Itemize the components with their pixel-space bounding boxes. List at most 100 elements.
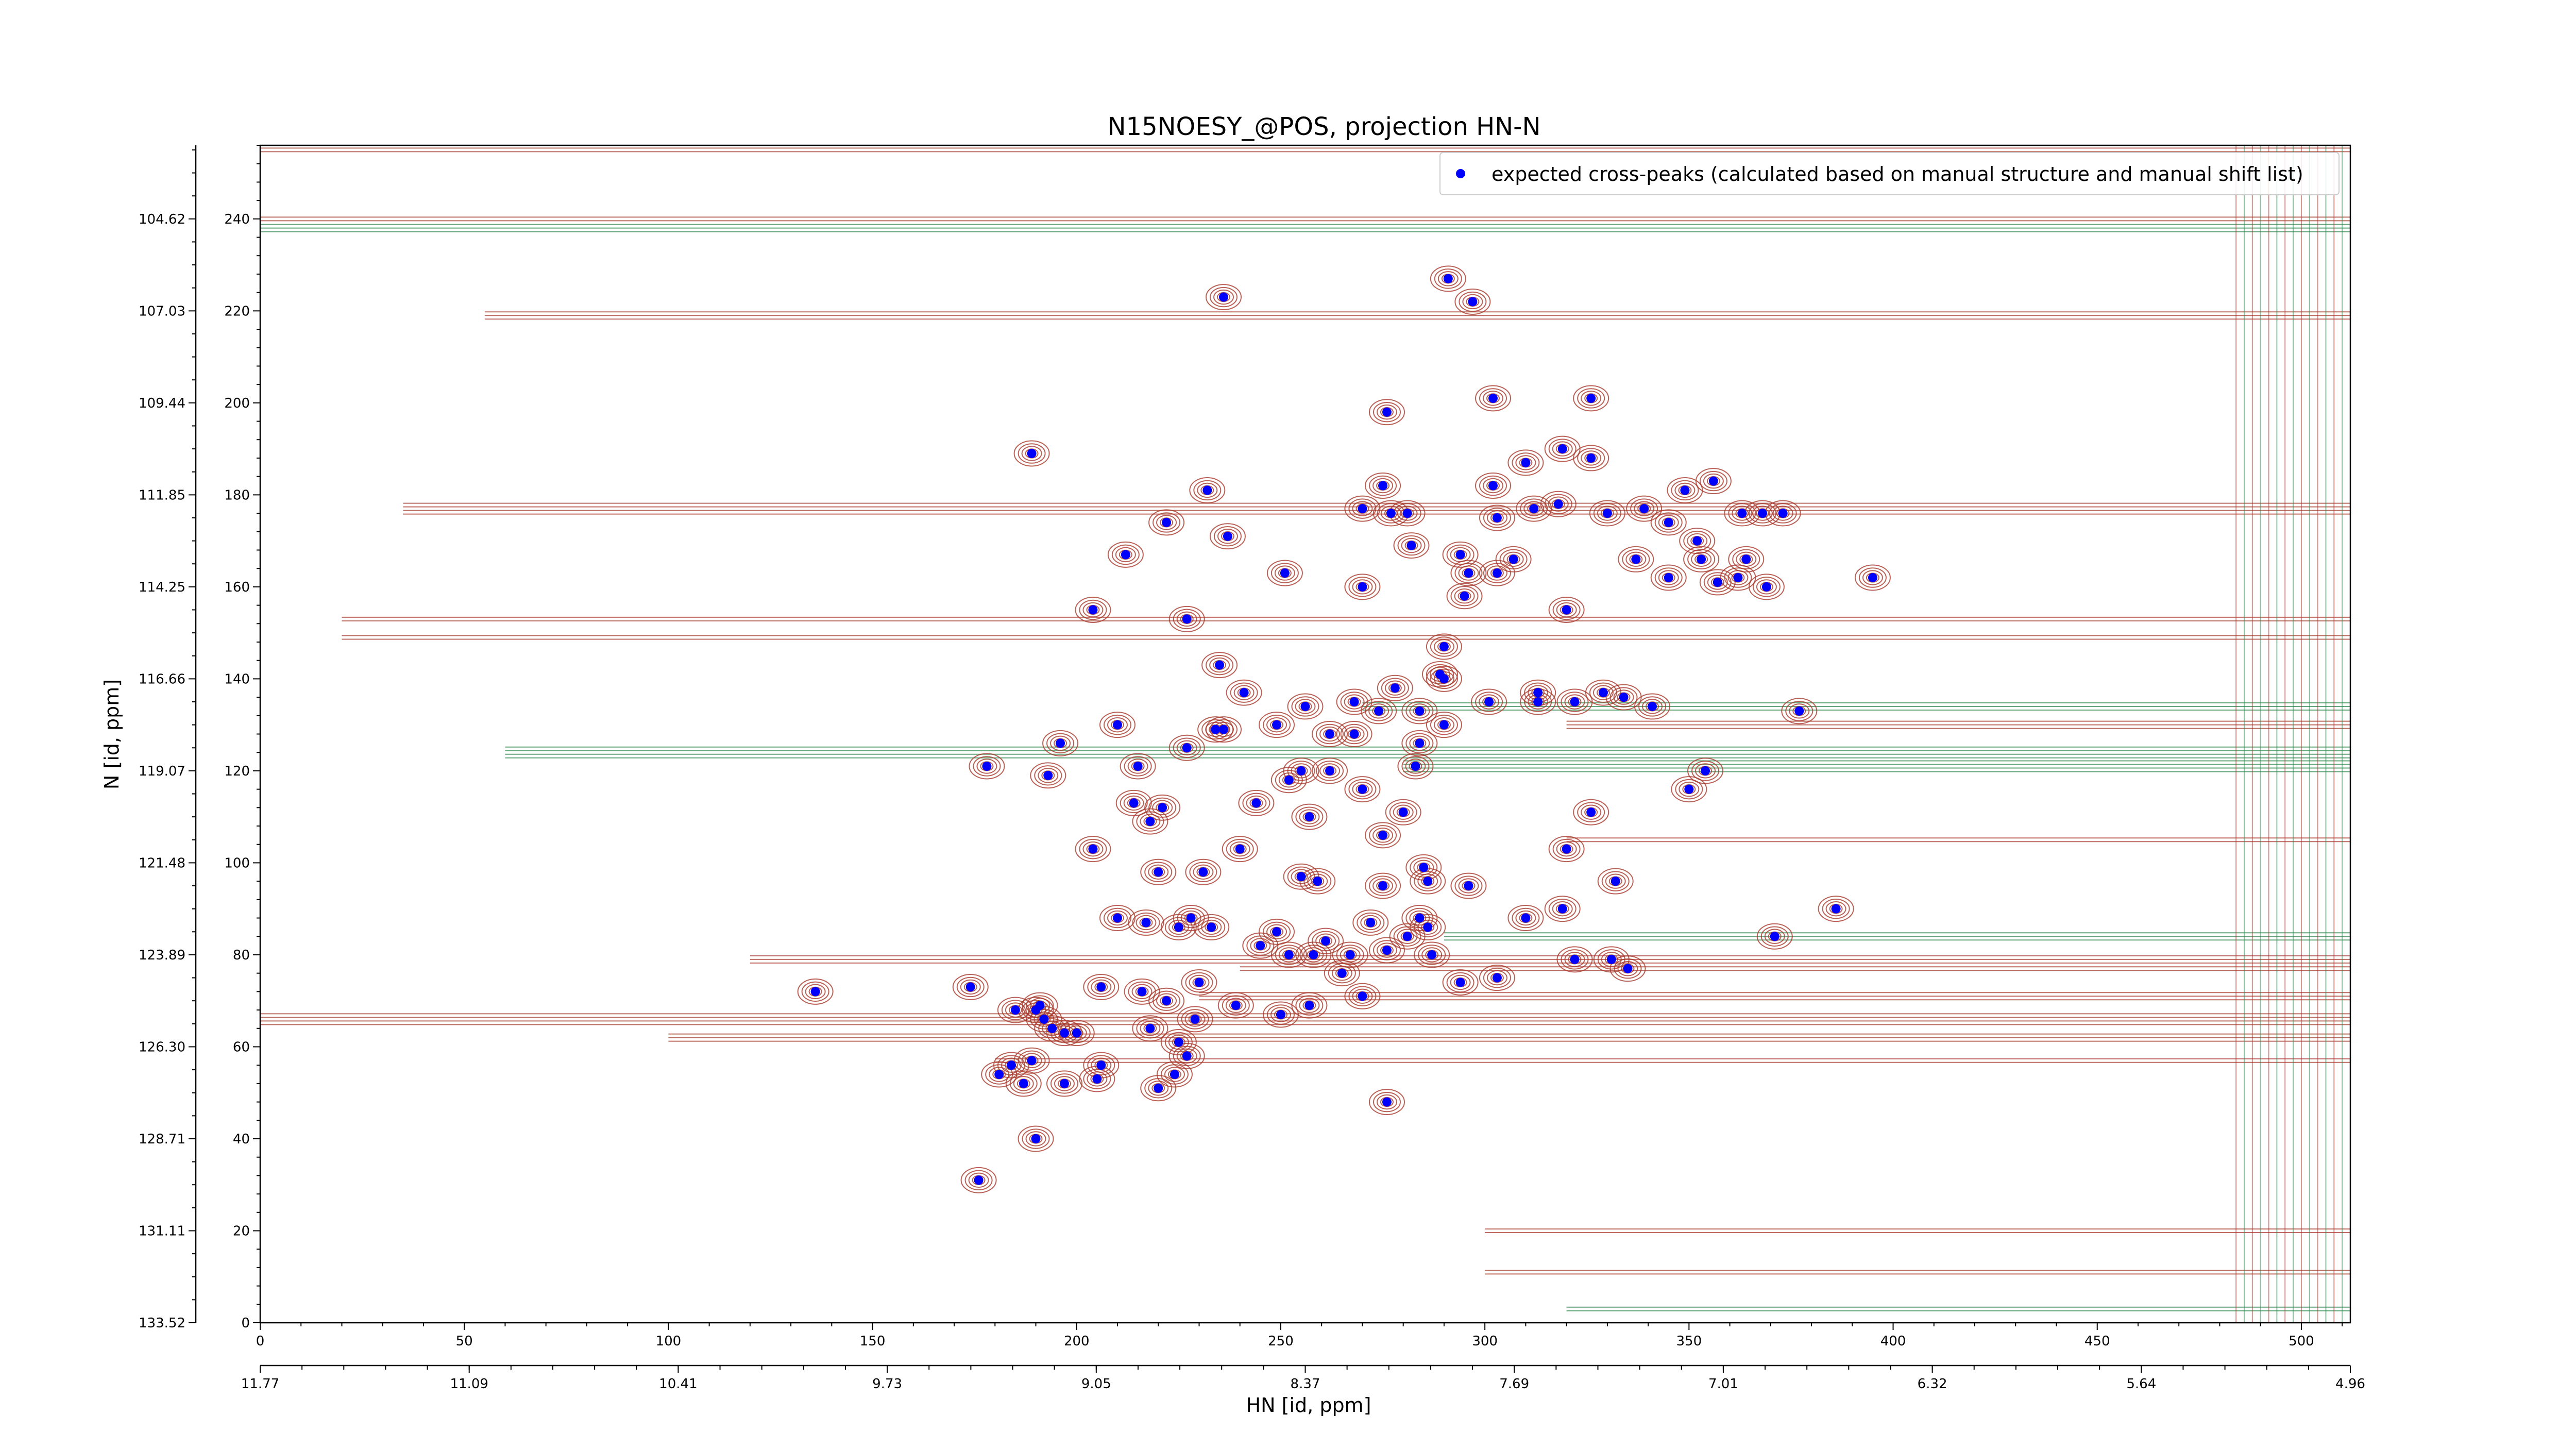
- contour-ring: [1259, 712, 1295, 738]
- contour-ring: [1642, 699, 1663, 714]
- contour-ring: [1361, 698, 1397, 724]
- peak-contour: [1479, 560, 1515, 586]
- contour-ring: [1336, 945, 1364, 965]
- contour-ring: [1120, 793, 1148, 814]
- contour-ring: [1728, 503, 1756, 524]
- peak-contour: [1336, 721, 1372, 747]
- cross-peak-marker: [1006, 1060, 1016, 1070]
- contour-ring: [1695, 468, 1732, 495]
- contour-ring: [1316, 761, 1344, 781]
- contour-ring: [1185, 858, 1222, 885]
- contour-ring: [1475, 692, 1503, 712]
- cross-peak-marker: [1088, 844, 1098, 854]
- cross-peak-marker: [1088, 605, 1098, 615]
- contour-ring: [1148, 864, 1169, 880]
- contour-ring: [1295, 995, 1324, 1016]
- cross-peak-marker: [1215, 660, 1225, 670]
- cross-peak-marker: [1133, 761, 1143, 771]
- contour-ring: [1295, 806, 1324, 827]
- peak-contour: [1344, 574, 1381, 600]
- peak-contour: [1266, 560, 1303, 586]
- contour-ring: [1372, 828, 1394, 843]
- contour-ring: [1462, 294, 1483, 310]
- contour-ring: [1058, 1020, 1095, 1047]
- contour-ring: [1270, 563, 1299, 583]
- contour-ring: [1099, 712, 1136, 738]
- cross-peak-marker: [1708, 476, 1718, 486]
- contour-ridge: [260, 147, 2350, 153]
- cross-peak-marker: [810, 987, 820, 997]
- contour-ring: [1210, 719, 1238, 740]
- cross-peak-marker: [1406, 541, 1416, 550]
- contour-ring: [1548, 898, 1577, 919]
- cross-peak-marker: [1043, 770, 1053, 780]
- contour-ring: [1083, 1069, 1111, 1089]
- peak-contour: [1140, 858, 1177, 885]
- contour-ring: [1381, 678, 1409, 698]
- contour-ring: [1372, 940, 1401, 961]
- contour-ring: [1421, 947, 1443, 963]
- cross-peak-marker: [1455, 978, 1465, 987]
- contour-ring: [1564, 694, 1585, 710]
- contour-ring: [1446, 544, 1475, 565]
- cross-peak-marker: [1113, 720, 1123, 730]
- contour-ring: [1344, 694, 1365, 710]
- cross-peak-marker: [1415, 738, 1425, 748]
- cross-peak-marker: [1484, 697, 1494, 707]
- cross-peak-marker: [1606, 954, 1616, 964]
- contour-ring: [1230, 682, 1258, 703]
- contour-ring: [1107, 910, 1128, 926]
- contour-ring: [1634, 693, 1671, 720]
- cross-peak-marker: [1713, 577, 1722, 587]
- cross-peak-marker: [1096, 1060, 1106, 1070]
- peak-contour: [1270, 941, 1307, 968]
- contour-ring: [1120, 753, 1156, 780]
- cross-peak-marker: [1386, 509, 1396, 518]
- contour-ring: [1266, 560, 1303, 586]
- contour-ring: [1144, 794, 1181, 821]
- contour-ring: [1609, 687, 1638, 707]
- contour-ring: [1181, 969, 1217, 996]
- contour-ring: [1091, 979, 1112, 995]
- cross-peak-marker: [1733, 573, 1743, 583]
- ppm-x-tick-label: 10.41: [659, 1376, 697, 1392]
- contour-ring: [1075, 597, 1111, 623]
- cross-peak-marker: [1280, 568, 1290, 578]
- ppm-y-tick-label: 126.30: [139, 1039, 185, 1055]
- contour-ring: [1291, 992, 1328, 1019]
- x-tick-label: 250: [1268, 1334, 1294, 1349]
- contour-ring: [1414, 941, 1450, 968]
- contour-ring: [1025, 1131, 1046, 1147]
- cross-peak-marker: [1321, 936, 1331, 946]
- ppm-x-tick-label: 11.09: [450, 1376, 488, 1392]
- contour-ridge: [668, 1033, 2350, 1042]
- cross-peak-marker: [1276, 1009, 1285, 1019]
- contour-ring: [956, 976, 985, 998]
- contour-ring: [1687, 533, 1708, 549]
- peak-contour: [1365, 822, 1401, 849]
- cross-peak-marker: [1402, 509, 1412, 518]
- contour-ring: [1372, 878, 1394, 894]
- ppm-y-tick-label: 107.03: [139, 304, 185, 319]
- contour-ring: [1454, 588, 1475, 604]
- legend: expected cross-peaks (calculated based o…: [1439, 152, 2340, 195]
- contour-ring: [1577, 802, 1605, 822]
- contour-ring: [1368, 399, 1405, 426]
- cross-peak-marker: [1390, 683, 1400, 693]
- cross-peak-marker: [1113, 913, 1123, 923]
- cross-peak-marker: [1272, 927, 1282, 937]
- contour-ring: [1283, 757, 1319, 784]
- contour-ring: [1552, 838, 1581, 860]
- contour-ring: [1650, 564, 1687, 591]
- contour-ring: [1013, 1076, 1034, 1091]
- contour-ring: [1013, 1047, 1050, 1074]
- cross-peak-marker: [1170, 1070, 1179, 1080]
- cross-peak-marker: [1415, 706, 1425, 716]
- cross-peak-marker: [1488, 481, 1498, 491]
- contour-ring: [1372, 401, 1401, 423]
- cross-peak-marker: [1529, 504, 1539, 514]
- cross-peak-marker: [1174, 1037, 1183, 1047]
- contour-ring: [1368, 703, 1389, 719]
- contour-ring: [1176, 740, 1197, 755]
- contour-ring: [1107, 541, 1144, 568]
